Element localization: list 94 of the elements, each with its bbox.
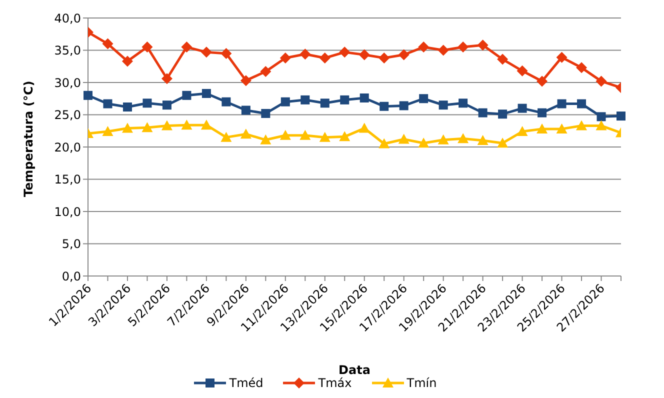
point — [556, 123, 568, 134]
point — [142, 42, 153, 53]
point — [536, 123, 548, 134]
point — [200, 46, 212, 58]
point — [122, 102, 132, 112]
point — [260, 134, 272, 144]
point — [398, 134, 410, 144]
point — [339, 46, 350, 58]
point — [202, 88, 211, 98]
point — [300, 95, 310, 104]
point — [220, 48, 232, 59]
point — [557, 99, 566, 108]
y-tick-label: 20,0 — [54, 140, 81, 154]
legend-label: Tméd — [228, 376, 264, 390]
point — [596, 112, 606, 122]
point — [240, 128, 252, 139]
point — [161, 73, 172, 84]
point — [577, 99, 586, 108]
point — [300, 48, 311, 60]
point — [378, 138, 390, 148]
point — [319, 132, 330, 142]
point — [200, 120, 212, 130]
point — [380, 102, 389, 111]
point — [320, 98, 330, 108]
point — [84, 90, 92, 100]
point — [516, 65, 528, 76]
point — [399, 101, 408, 110]
point — [181, 120, 192, 130]
point — [498, 110, 508, 119]
point — [280, 130, 291, 140]
point — [477, 40, 488, 51]
point — [182, 90, 192, 100]
point — [241, 106, 250, 115]
point — [280, 97, 290, 106]
point — [142, 98, 152, 108]
point — [220, 132, 232, 142]
point — [161, 120, 172, 130]
point — [576, 62, 588, 74]
y-tick-label: 30,0 — [54, 76, 81, 90]
point — [418, 138, 430, 148]
point — [518, 104, 527, 113]
point — [538, 108, 547, 118]
point — [340, 95, 350, 104]
point — [102, 126, 114, 136]
point — [418, 42, 430, 53]
point — [458, 98, 468, 108]
point — [419, 94, 428, 104]
point — [596, 120, 607, 130]
point — [358, 122, 370, 133]
point — [556, 52, 568, 63]
point — [358, 49, 370, 60]
point — [478, 108, 488, 118]
y-tick-label: 5,0 — [62, 237, 81, 252]
point — [360, 93, 369, 102]
point — [378, 52, 390, 64]
point — [536, 76, 548, 87]
point — [477, 135, 488, 146]
point — [122, 122, 133, 133]
point — [438, 100, 448, 110]
point — [497, 54, 508, 65]
point — [596, 76, 607, 87]
point — [162, 100, 172, 110]
point — [319, 52, 330, 64]
y-tick-label: 40,0 — [54, 11, 81, 26]
point — [103, 99, 112, 108]
point — [181, 42, 192, 53]
point — [398, 49, 410, 60]
legend-label: Tmín — [406, 376, 437, 390]
point — [438, 134, 449, 144]
point — [497, 138, 508, 148]
point — [516, 126, 528, 136]
y-axis-title: Temperatura (°C) — [21, 80, 36, 197]
point — [616, 112, 626, 121]
point — [438, 44, 449, 56]
point — [576, 120, 588, 130]
point — [339, 131, 350, 142]
point — [240, 75, 252, 86]
point — [260, 66, 272, 78]
y-tick-label: 25,0 — [54, 108, 81, 122]
y-tick-label: 35,0 — [54, 44, 81, 58]
point — [280, 52, 291, 64]
y-tick-label: 15,0 — [54, 172, 81, 187]
point — [261, 108, 270, 118]
point — [102, 38, 114, 50]
point — [222, 97, 231, 106]
y-tick-label: 10,0 — [54, 204, 81, 219]
legend-label: Tmáx — [317, 376, 352, 390]
point — [458, 133, 469, 144]
point — [458, 42, 469, 53]
point — [142, 122, 153, 132]
point — [300, 130, 311, 140]
y-tick-label: 0,0 — [62, 269, 81, 284]
point — [122, 56, 133, 67]
x-axis-title: Data — [338, 363, 370, 377]
